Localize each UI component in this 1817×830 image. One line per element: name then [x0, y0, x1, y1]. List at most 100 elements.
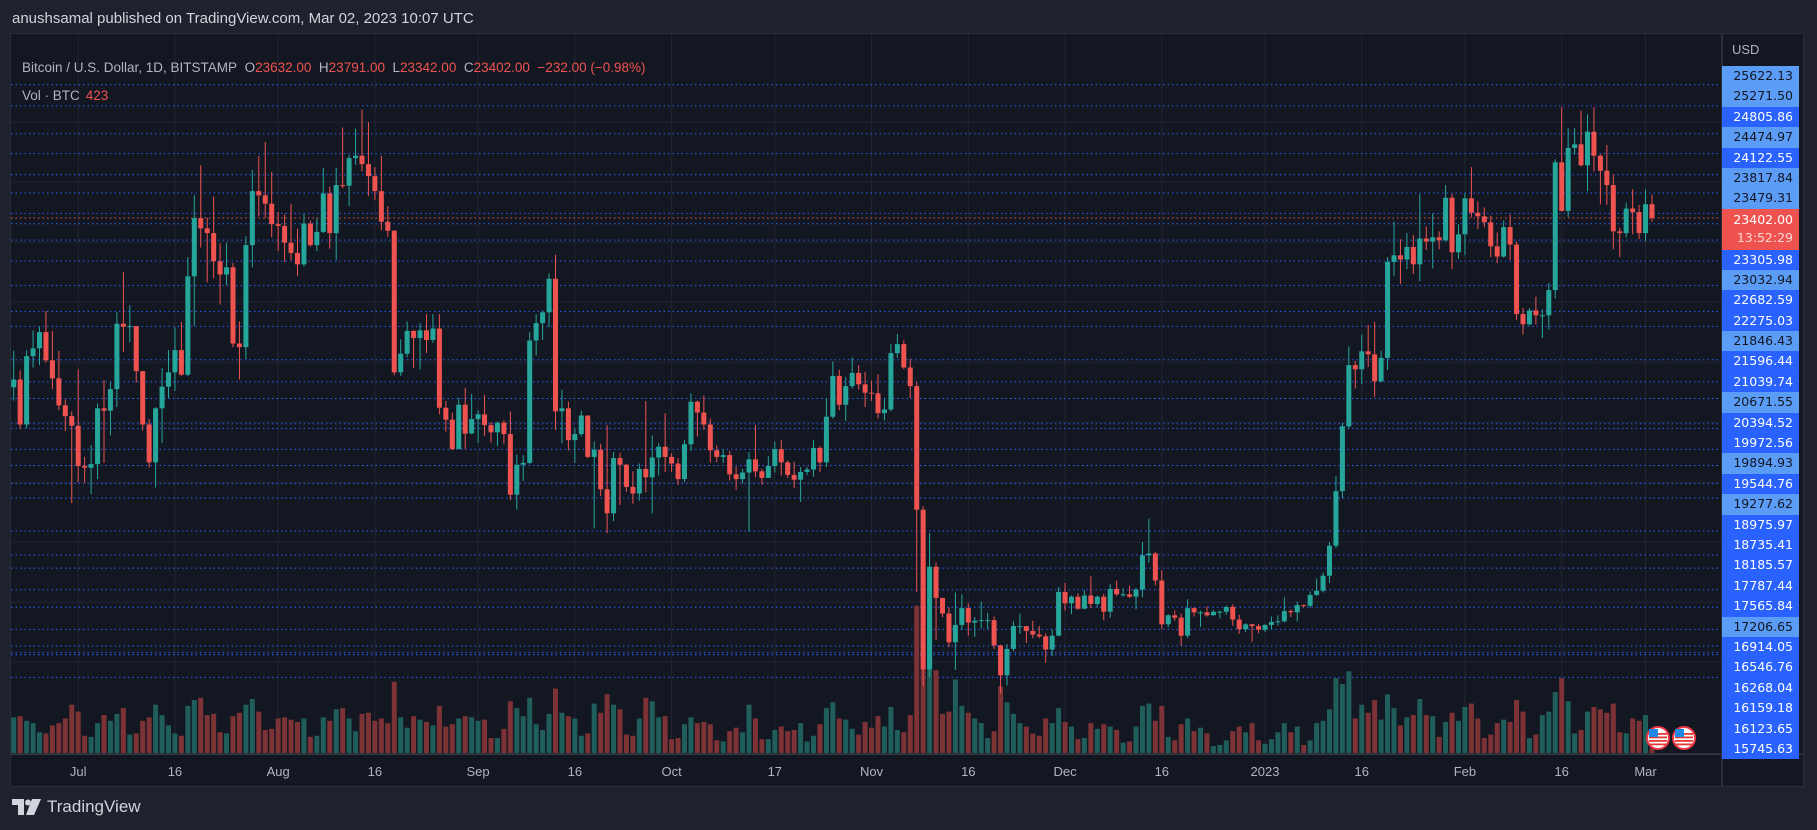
candle-body: [1378, 357, 1384, 382]
candle-body: [88, 464, 94, 468]
candle-body: [546, 278, 552, 313]
candle-body: [417, 330, 423, 339]
volume-bar: [1049, 723, 1055, 753]
volume-bar: [198, 697, 204, 753]
candle-body: [1346, 365, 1352, 427]
candle-body: [591, 449, 597, 457]
candle-body: [959, 608, 965, 625]
time-axis-labels: Jul 16 Aug 16 Sep 16 Oct 17 Nov 16 Dec 16 2023 16 Feb 1…: [70, 764, 1658, 779]
volume-bar: [1236, 726, 1242, 753]
candle-body: [1268, 621, 1274, 625]
volume-bar: [398, 717, 404, 753]
volume-bar: [49, 725, 55, 753]
volume-bar: [1501, 719, 1507, 753]
candle-body: [559, 408, 565, 412]
price-label: 24474.97: [1722, 127, 1799, 148]
currency-label[interactable]: USD: [1732, 42, 1760, 57]
candle-body: [1210, 611, 1216, 616]
candle-body: [746, 459, 752, 473]
candle-body: [907, 367, 913, 387]
price-level-lines: [11, 84, 1721, 678]
volume-bar: [501, 728, 507, 753]
candle-body: [572, 434, 578, 441]
candle-body: [1217, 611, 1223, 613]
candle-body: [817, 447, 823, 463]
volume-bar: [649, 701, 655, 753]
candle-body: [791, 474, 797, 480]
volume-bar: [682, 724, 687, 753]
candle-body: [101, 408, 107, 411]
volume-bar: [288, 719, 294, 753]
candle-body: [166, 372, 171, 387]
candle-body: [1204, 612, 1210, 616]
candle-body: [1146, 553, 1152, 556]
candle-body: [920, 509, 926, 670]
candle-body: [1165, 615, 1171, 625]
time-axis[interactable]: [10, 754, 1722, 787]
candle-body: [1172, 615, 1178, 618]
tradingview-logo[interactable]: TradingView: [12, 797, 141, 817]
volume-bar: [1004, 702, 1010, 753]
candle-body: [1423, 238, 1429, 242]
price-label: 24122.55: [1722, 147, 1799, 168]
candle-body: [1062, 591, 1068, 604]
time-axis-label: 16: [1355, 764, 1369, 779]
candle-body: [888, 353, 894, 410]
price-label: 23479.31: [1722, 188, 1799, 209]
candle-body: [211, 233, 217, 262]
volume-bar: [707, 724, 713, 753]
volume-bar: [1649, 748, 1655, 753]
volume-bar: [17, 716, 23, 753]
time-axis-label: 16: [1155, 764, 1169, 779]
us-flag-icon[interactable]: [1672, 726, 1696, 750]
candle-body: [643, 468, 649, 478]
candle-body: [669, 456, 675, 464]
candle-body: [282, 225, 288, 243]
volume-bar: [1030, 733, 1036, 753]
candle-body: [1223, 606, 1229, 612]
price-label: 16268.04: [1722, 677, 1799, 699]
candle-body: [1301, 605, 1307, 607]
volume-bar: [1623, 733, 1629, 753]
volume-bar: [656, 717, 662, 753]
volume-bar: [1139, 705, 1145, 753]
candle-body: [1178, 617, 1184, 636]
volume-bar: [1101, 724, 1107, 753]
volume-bar: [1443, 721, 1449, 753]
volume-bar: [133, 733, 139, 753]
price-label: 23032.94: [1722, 269, 1799, 291]
volume-bar: [643, 697, 649, 753]
volume-bar: [1114, 730, 1120, 753]
symbol-legend[interactable]: Bitcoin / U.S. Dollar, 1D, BITSTAMP O236…: [22, 60, 646, 75]
candle-body: [1243, 624, 1249, 630]
volume-bar: [752, 718, 758, 753]
candle-body: [514, 464, 520, 495]
volume-bar: [1385, 694, 1391, 753]
volume-bar: [1320, 720, 1326, 753]
candle-body: [69, 416, 75, 426]
volume-bar: [1365, 712, 1371, 753]
candle-body: [675, 463, 681, 480]
candle-body: [1056, 591, 1062, 636]
candle-body: [1417, 238, 1423, 265]
candle-body: [1114, 588, 1120, 595]
volume-bar: [578, 735, 584, 753]
candle-body: [662, 446, 668, 457]
volume-bar: [849, 728, 855, 753]
candle-body: [295, 252, 300, 265]
volume-bar: [733, 727, 739, 753]
candle-body: [1501, 227, 1507, 257]
low-value: 23342.00: [400, 60, 457, 75]
volume-bar: [1391, 708, 1397, 753]
candle-body: [359, 155, 365, 165]
candle-body: [1030, 630, 1036, 635]
candle-body: [256, 191, 262, 196]
candle-body: [185, 276, 191, 375]
volume-legend[interactable]: Vol · BTC 423: [22, 88, 108, 103]
volume-bar: [456, 718, 462, 753]
candle-body: [95, 408, 101, 465]
candle-body: [1481, 216, 1487, 223]
us-flag-icon[interactable]: [1646, 726, 1670, 750]
price-label: 23305.98: [1722, 249, 1799, 270]
candle-body: [1036, 634, 1042, 637]
